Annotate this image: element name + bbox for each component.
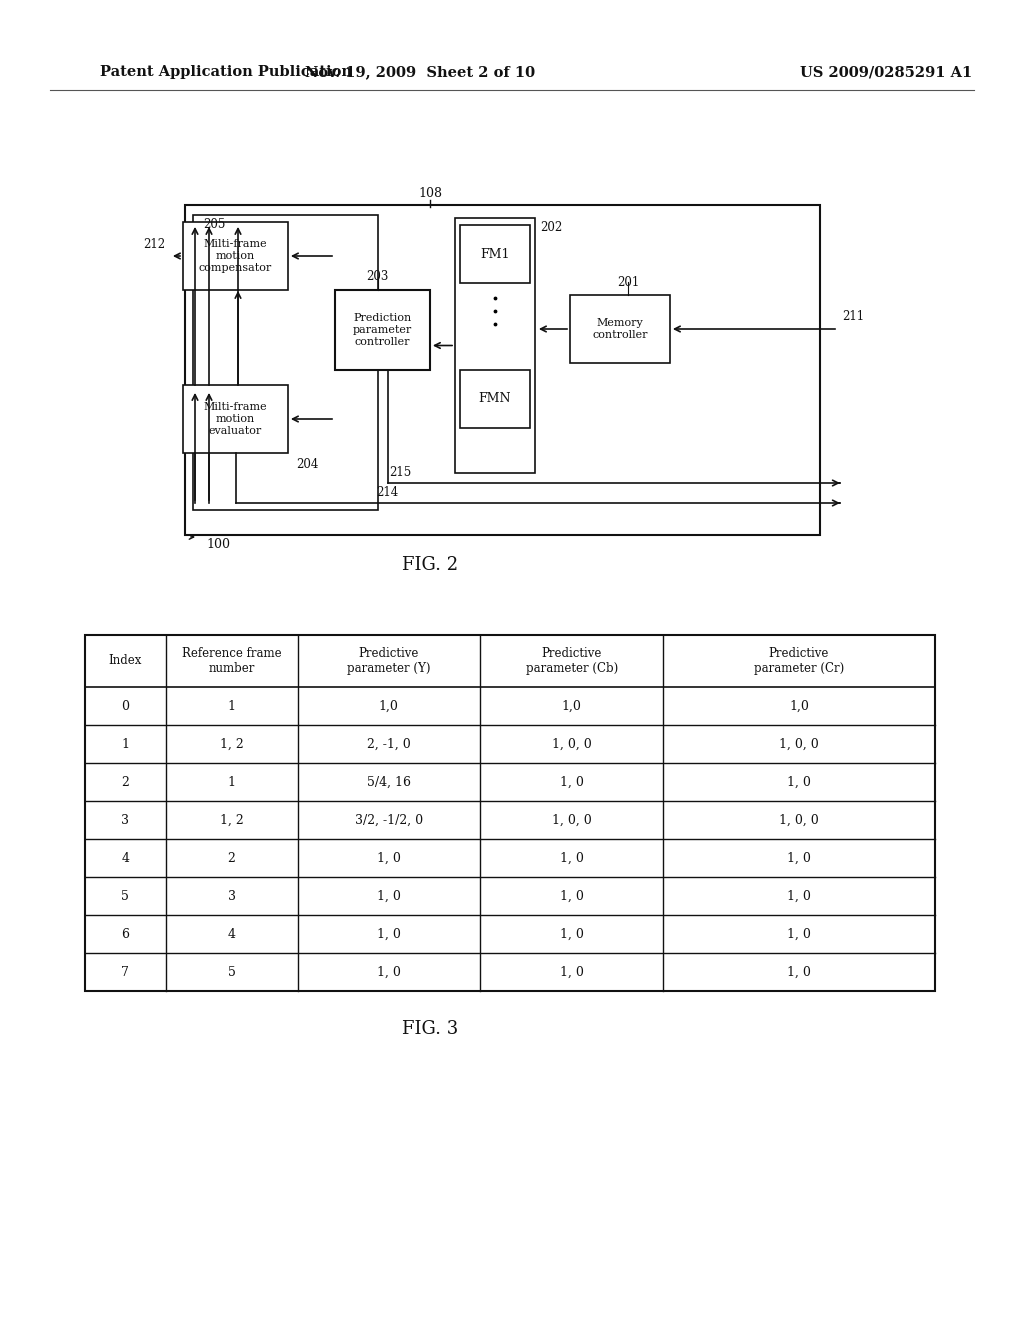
Text: 203: 203 [367, 271, 389, 284]
Text: 1, 0, 0: 1, 0, 0 [779, 813, 819, 826]
Bar [460, 224, 530, 282]
Text: FMN: FMN [479, 392, 511, 405]
Text: 1, 0: 1, 0 [377, 890, 400, 903]
Text: 1, 0: 1, 0 [377, 851, 400, 865]
Text: 2: 2 [227, 851, 236, 865]
Text: 1: 1 [227, 776, 236, 788]
Text: Predictive
parameter (Cb): Predictive parameter (Cb) [525, 647, 617, 675]
Text: 214: 214 [377, 487, 398, 499]
Text: Milti-frame
motion
compensator: Milti-frame motion compensator [199, 239, 272, 273]
Bar [455, 218, 535, 473]
Text: 2: 2 [122, 776, 129, 788]
Text: FIG. 3: FIG. 3 [401, 1020, 458, 1038]
Text: 201: 201 [616, 276, 639, 289]
Bar [185, 205, 820, 535]
Bar [183, 385, 288, 453]
Text: 1, 0: 1, 0 [560, 928, 584, 940]
Text: 1, 0: 1, 0 [560, 890, 584, 903]
Text: FM1: FM1 [480, 248, 510, 260]
Text: 108: 108 [418, 187, 442, 201]
Text: 5: 5 [122, 890, 129, 903]
Text: 1,0: 1,0 [379, 700, 398, 713]
Text: 1, 2: 1, 2 [220, 813, 244, 826]
Text: 5: 5 [227, 965, 236, 978]
Text: 1, 0: 1, 0 [377, 965, 400, 978]
Text: 1, 0, 0: 1, 0, 0 [552, 738, 592, 751]
Bar [460, 370, 530, 428]
Text: 100: 100 [206, 537, 230, 550]
Text: 0: 0 [122, 700, 129, 713]
Text: 1, 0: 1, 0 [787, 965, 811, 978]
Bar [193, 215, 378, 510]
Text: US 2009/0285291 A1: US 2009/0285291 A1 [800, 65, 972, 79]
Text: 204: 204 [296, 458, 318, 471]
Text: 6: 6 [122, 928, 129, 940]
Text: 1, 0: 1, 0 [377, 928, 400, 940]
Bar [183, 222, 288, 290]
Text: 1, 0: 1, 0 [787, 776, 811, 788]
Text: 2, -1, 0: 2, -1, 0 [367, 738, 411, 751]
Text: 7: 7 [122, 965, 129, 978]
Text: 212: 212 [143, 238, 165, 251]
Text: 205: 205 [203, 218, 225, 231]
Text: 1: 1 [122, 738, 129, 751]
Bar [85, 635, 935, 991]
Text: 1, 2: 1, 2 [220, 738, 244, 751]
Text: 1, 0: 1, 0 [560, 851, 584, 865]
Text: 4: 4 [122, 851, 129, 865]
Text: 1, 0: 1, 0 [787, 928, 811, 940]
Text: 1, 0, 0: 1, 0, 0 [779, 738, 819, 751]
Text: 1, 0: 1, 0 [560, 965, 584, 978]
Text: 1, 0: 1, 0 [787, 890, 811, 903]
Text: Milti-frame
motion
evaluator: Milti-frame motion evaluator [204, 403, 267, 436]
Text: FIG. 2: FIG. 2 [402, 556, 458, 574]
Text: 3: 3 [227, 890, 236, 903]
Text: Index: Index [109, 655, 142, 668]
Text: 211: 211 [842, 310, 864, 323]
Text: 202: 202 [540, 220, 562, 234]
Text: 3: 3 [122, 813, 129, 826]
Text: 1, 0: 1, 0 [560, 776, 584, 788]
Text: Predictive
parameter (Cr): Predictive parameter (Cr) [754, 647, 844, 675]
Text: 1, 0, 0: 1, 0, 0 [552, 813, 592, 826]
Text: 1, 0: 1, 0 [787, 851, 811, 865]
Text: Patent Application Publication: Patent Application Publication [100, 65, 352, 79]
Text: 1: 1 [227, 700, 236, 713]
Text: 3/2, -1/2, 0: 3/2, -1/2, 0 [354, 813, 423, 826]
Bar [570, 294, 670, 363]
Text: 1,0: 1,0 [562, 700, 582, 713]
Text: Reference frame
number: Reference frame number [182, 647, 282, 675]
Bar [335, 290, 430, 370]
Text: Nov. 19, 2009  Sheet 2 of 10: Nov. 19, 2009 Sheet 2 of 10 [305, 65, 536, 79]
Text: 1,0: 1,0 [790, 700, 809, 713]
Text: 215: 215 [389, 466, 412, 479]
Text: Predictive
parameter (Y): Predictive parameter (Y) [347, 647, 431, 675]
Text: 4: 4 [227, 928, 236, 940]
Text: Prediction
parameter
controller: Prediction parameter controller [353, 313, 412, 347]
Text: Memory
controller: Memory controller [592, 318, 648, 339]
Text: 5/4, 16: 5/4, 16 [367, 776, 411, 788]
